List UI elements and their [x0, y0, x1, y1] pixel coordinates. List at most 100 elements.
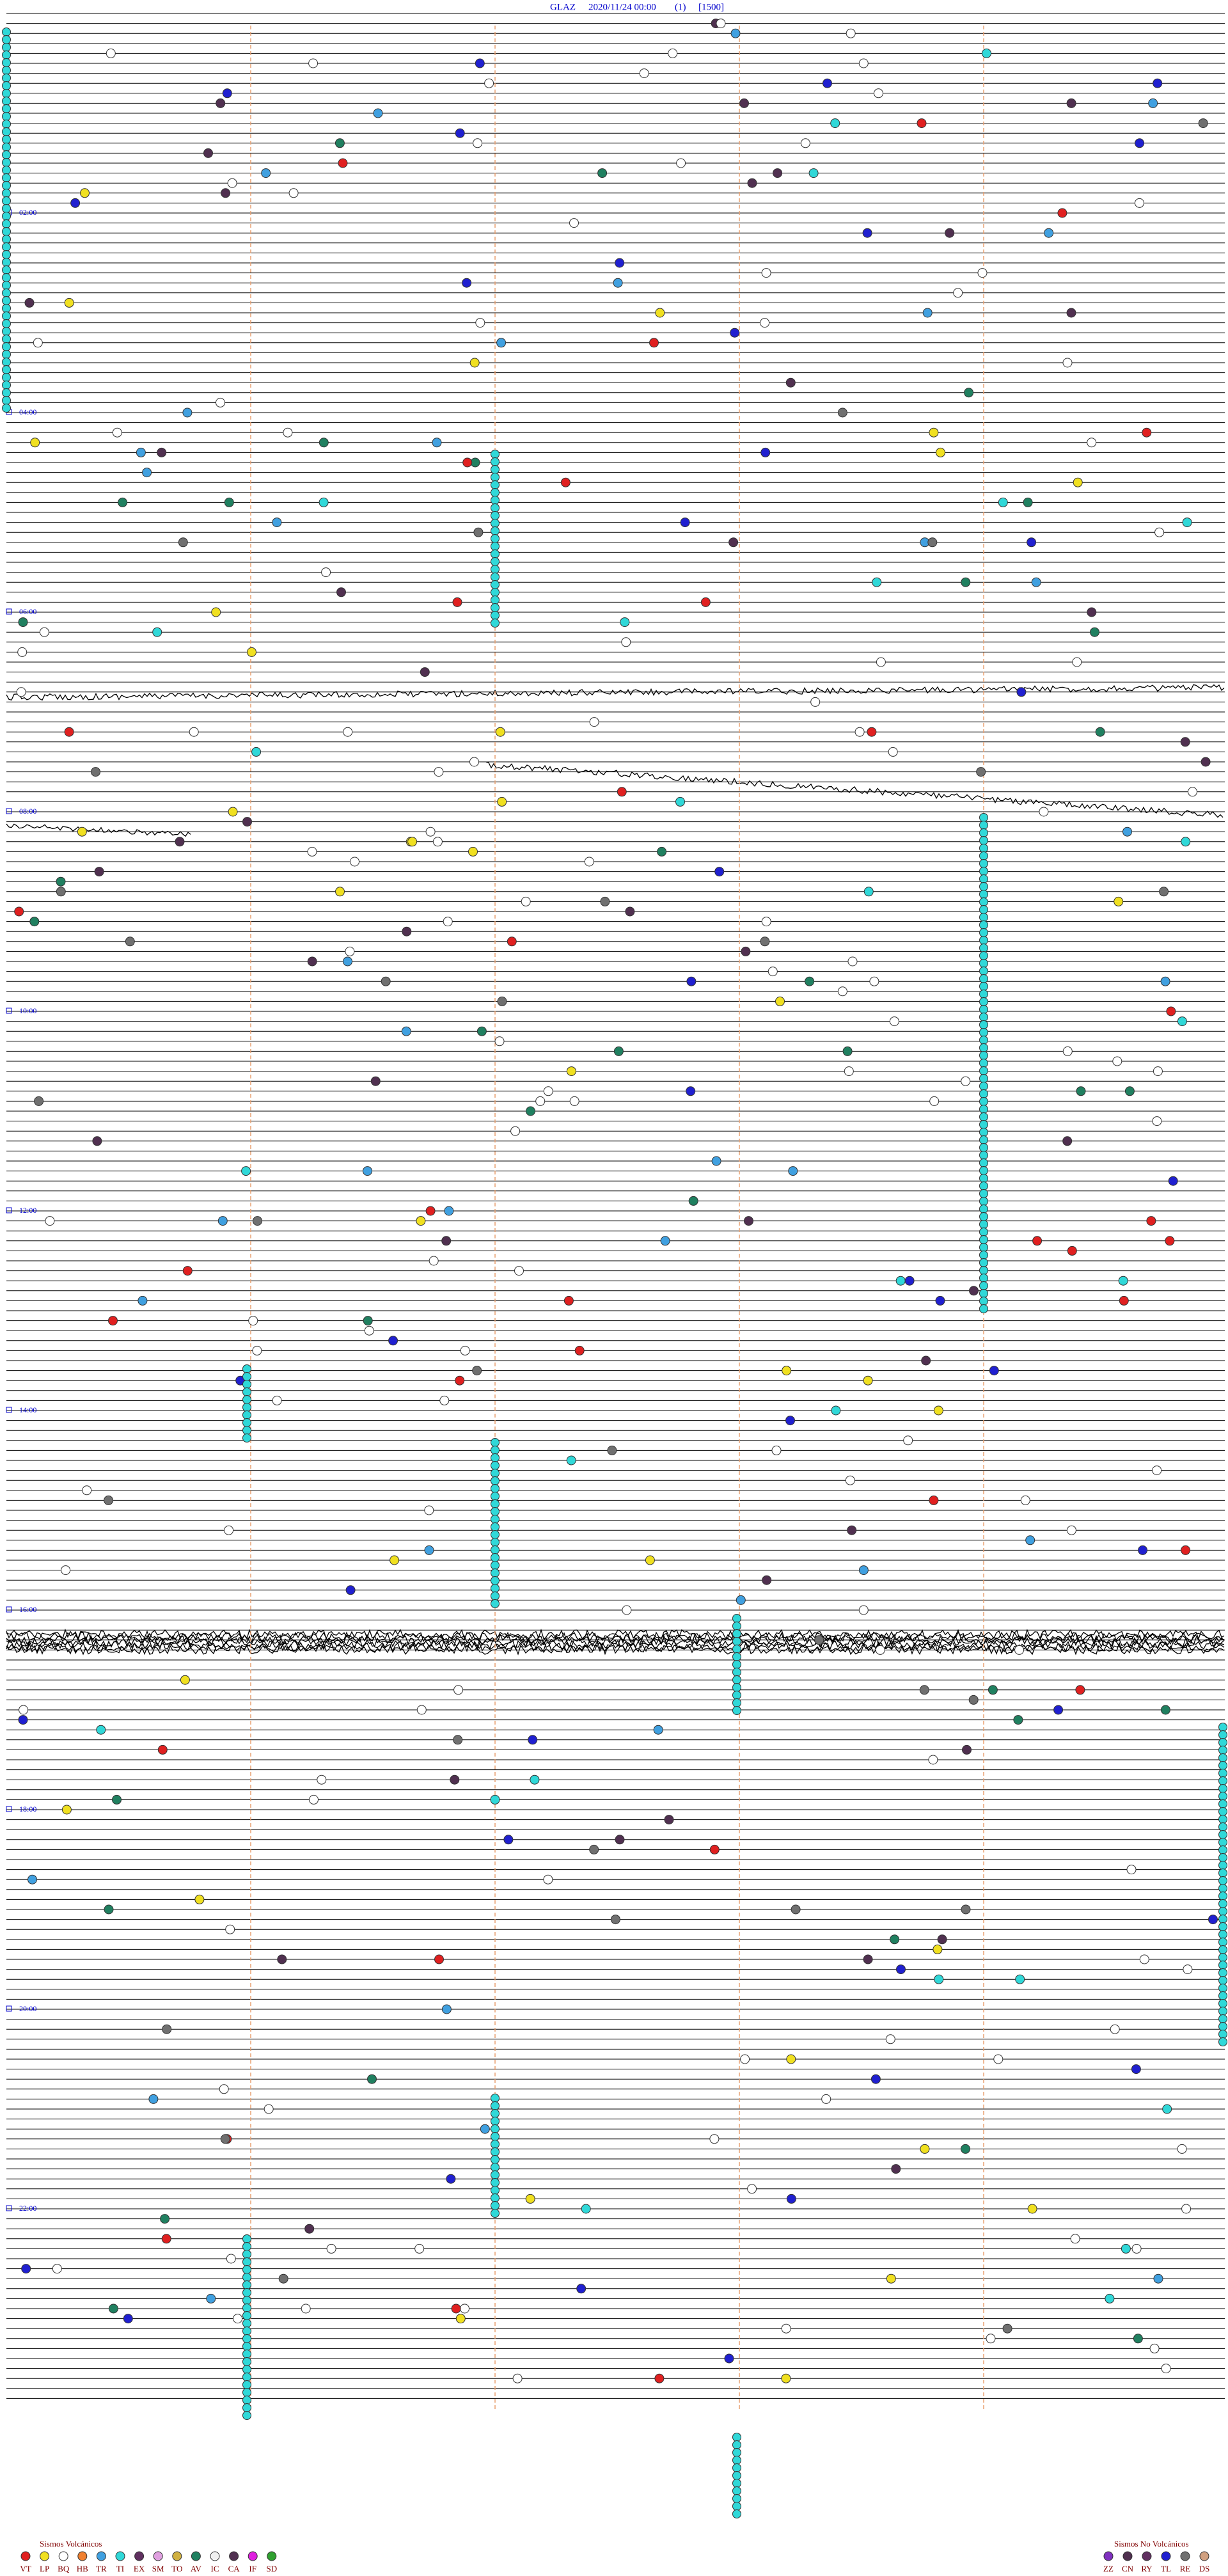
event — [837, 407, 847, 418]
event-stack — [491, 1553, 500, 1562]
event-stack — [1218, 1915, 1227, 1924]
event — [14, 906, 24, 917]
event-stack — [2, 342, 11, 351]
event — [953, 288, 963, 298]
event — [885, 2034, 895, 2044]
event-stack — [491, 1453, 500, 1462]
event — [730, 328, 740, 338]
time-label: 16:00 — [19, 1605, 36, 1614]
event-stack — [1218, 1830, 1227, 1839]
event — [434, 767, 444, 777]
event-stack — [1218, 1930, 1227, 1939]
event-stack — [732, 2471, 741, 2480]
event — [917, 118, 927, 129]
event-stack — [2, 288, 11, 297]
event — [338, 158, 348, 168]
event — [858, 1565, 869, 1576]
event-stack — [979, 874, 988, 883]
event-stack — [491, 596, 500, 604]
event — [625, 906, 635, 917]
event — [370, 1076, 381, 1086]
event-stack — [491, 2186, 500, 2195]
event — [125, 936, 135, 947]
event — [680, 518, 690, 528]
legend-code: RY — [1141, 2564, 1153, 2573]
event — [543, 1874, 553, 1885]
legend-swatch — [153, 2551, 163, 2561]
event-stack — [979, 1197, 988, 1206]
event-stack — [732, 1698, 741, 1707]
event — [407, 837, 418, 847]
event — [1062, 358, 1073, 368]
event — [1165, 1236, 1175, 1246]
event — [1135, 138, 1145, 148]
event-stack — [242, 1418, 251, 1427]
event-stack — [979, 1158, 988, 1167]
event — [494, 1036, 505, 1047]
event — [432, 837, 443, 847]
event-stack — [242, 2250, 251, 2259]
event-stack — [979, 1066, 988, 1075]
event-stack — [1218, 1899, 1227, 1908]
event — [241, 1166, 251, 1176]
event — [157, 447, 167, 457]
event — [615, 1835, 625, 1845]
event — [1181, 1545, 1191, 1555]
legend-code: BQ — [58, 2564, 70, 2573]
event — [321, 567, 331, 578]
event — [842, 1046, 853, 1056]
event-stack — [2, 265, 11, 274]
time-icon — [6, 2005, 12, 2012]
event — [922, 308, 933, 318]
event-stack — [979, 928, 988, 937]
event — [180, 1675, 190, 1685]
event-stack — [979, 1228, 988, 1237]
event-stack — [1218, 1991, 1227, 2000]
event-stack — [491, 2140, 500, 2149]
legend-code: VT — [20, 2564, 31, 2573]
time-icon — [6, 1407, 12, 1413]
event — [468, 846, 478, 857]
event — [886, 2273, 896, 2284]
legend-code: TR — [96, 2564, 107, 2573]
time-label: 08:00 — [19, 807, 36, 816]
event-stack — [2, 327, 11, 336]
event-stack — [491, 1592, 500, 1600]
event-stack — [2, 97, 11, 106]
event — [927, 537, 938, 548]
event — [142, 468, 152, 478]
event-stack — [2, 127, 11, 136]
event-stack — [491, 457, 500, 466]
legend-code: EX — [134, 2564, 145, 2573]
event-stack — [491, 2193, 500, 2202]
event — [560, 477, 571, 487]
event — [988, 1685, 998, 1695]
event — [1025, 1535, 1035, 1545]
event — [1200, 757, 1211, 767]
event — [1181, 837, 1191, 847]
event-stack — [1218, 1769, 1227, 1778]
event — [526, 1106, 535, 1116]
event — [30, 438, 40, 448]
event-stack — [979, 1082, 988, 1091]
event — [1126, 1865, 1137, 1875]
event — [460, 2303, 469, 2314]
event — [761, 917, 771, 927]
event — [711, 1156, 721, 1166]
event — [363, 1166, 372, 1176]
event-stack — [491, 1469, 500, 1478]
event — [613, 1046, 624, 1056]
event — [469, 358, 480, 368]
event — [462, 457, 473, 468]
event — [1153, 1066, 1163, 1077]
event-stack — [979, 921, 988, 929]
event — [845, 1475, 855, 1485]
event — [808, 168, 819, 178]
event — [162, 2024, 172, 2034]
event-stack — [491, 465, 500, 474]
event-stack — [491, 2132, 500, 2141]
event-stack — [491, 557, 500, 566]
event — [277, 1954, 287, 1964]
event — [80, 188, 90, 198]
event — [800, 138, 810, 148]
